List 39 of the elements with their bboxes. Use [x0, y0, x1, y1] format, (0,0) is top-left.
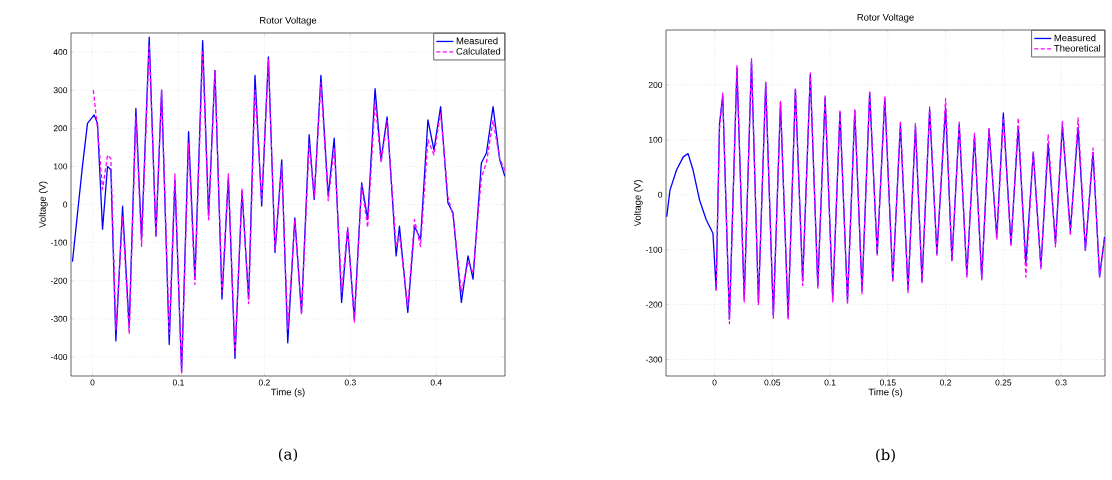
- y-tick-label: -100: [645, 246, 663, 253]
- text: (b): [876, 448, 895, 463]
- x-tick-label: 0.1: [824, 379, 836, 386]
- chart-title: Rotor Voltage: [857, 13, 914, 23]
- y-tick-label: 200: [53, 125, 68, 132]
- x-axis-title: Time (s): [868, 388, 903, 398]
- x-tick-label: 0.1: [172, 379, 184, 386]
- x-tick-label: 0.05: [764, 379, 781, 386]
- x-tick-label: 0.15: [879, 379, 896, 386]
- x-tick-label: 0.25: [995, 379, 1012, 386]
- x-tick-label: 0.2: [258, 379, 270, 386]
- y-tick-label: -300: [645, 356, 663, 363]
- legend-label: Theoretical: [1054, 44, 1101, 52]
- x-tick-label: 0.4: [430, 379, 442, 386]
- x-tick-label: 0: [90, 379, 95, 386]
- x-tick-label: 0.2: [940, 379, 952, 386]
- y-tick-label: -300: [50, 315, 68, 322]
- y-axis-title: Voltage (V): [633, 180, 643, 227]
- y-tick-label: -400: [50, 353, 68, 360]
- x-tick-label: 0.3: [344, 379, 356, 386]
- y-tick-label: 0: [63, 201, 68, 208]
- y-tick-label: 400: [53, 49, 68, 56]
- y-tick-label: -200: [645, 301, 663, 308]
- y-tick-label: -200: [50, 277, 68, 284]
- x-tick-label: 0: [712, 379, 717, 386]
- x-axis-title: Time (s): [271, 388, 305, 398]
- y-tick-label: 300: [53, 87, 68, 94]
- y-axis-title: Voltage (V): [38, 181, 48, 228]
- text: (a): [278, 448, 298, 462]
- x-tick-label: 0.3: [1055, 379, 1067, 386]
- y-tick-label: -100: [50, 239, 68, 246]
- y-tick-label: 100: [649, 136, 663, 143]
- y-tick-label: 200: [648, 81, 663, 88]
- y-tick-label: 0: [658, 191, 663, 198]
- chart-title: Rotor Voltage: [260, 16, 317, 26]
- y-tick-label: 100: [53, 163, 68, 170]
- legend-label: Measured: [1054, 34, 1096, 42]
- legend-label: Calculated: [456, 47, 501, 55]
- legend-label: Measured: [456, 37, 498, 45]
